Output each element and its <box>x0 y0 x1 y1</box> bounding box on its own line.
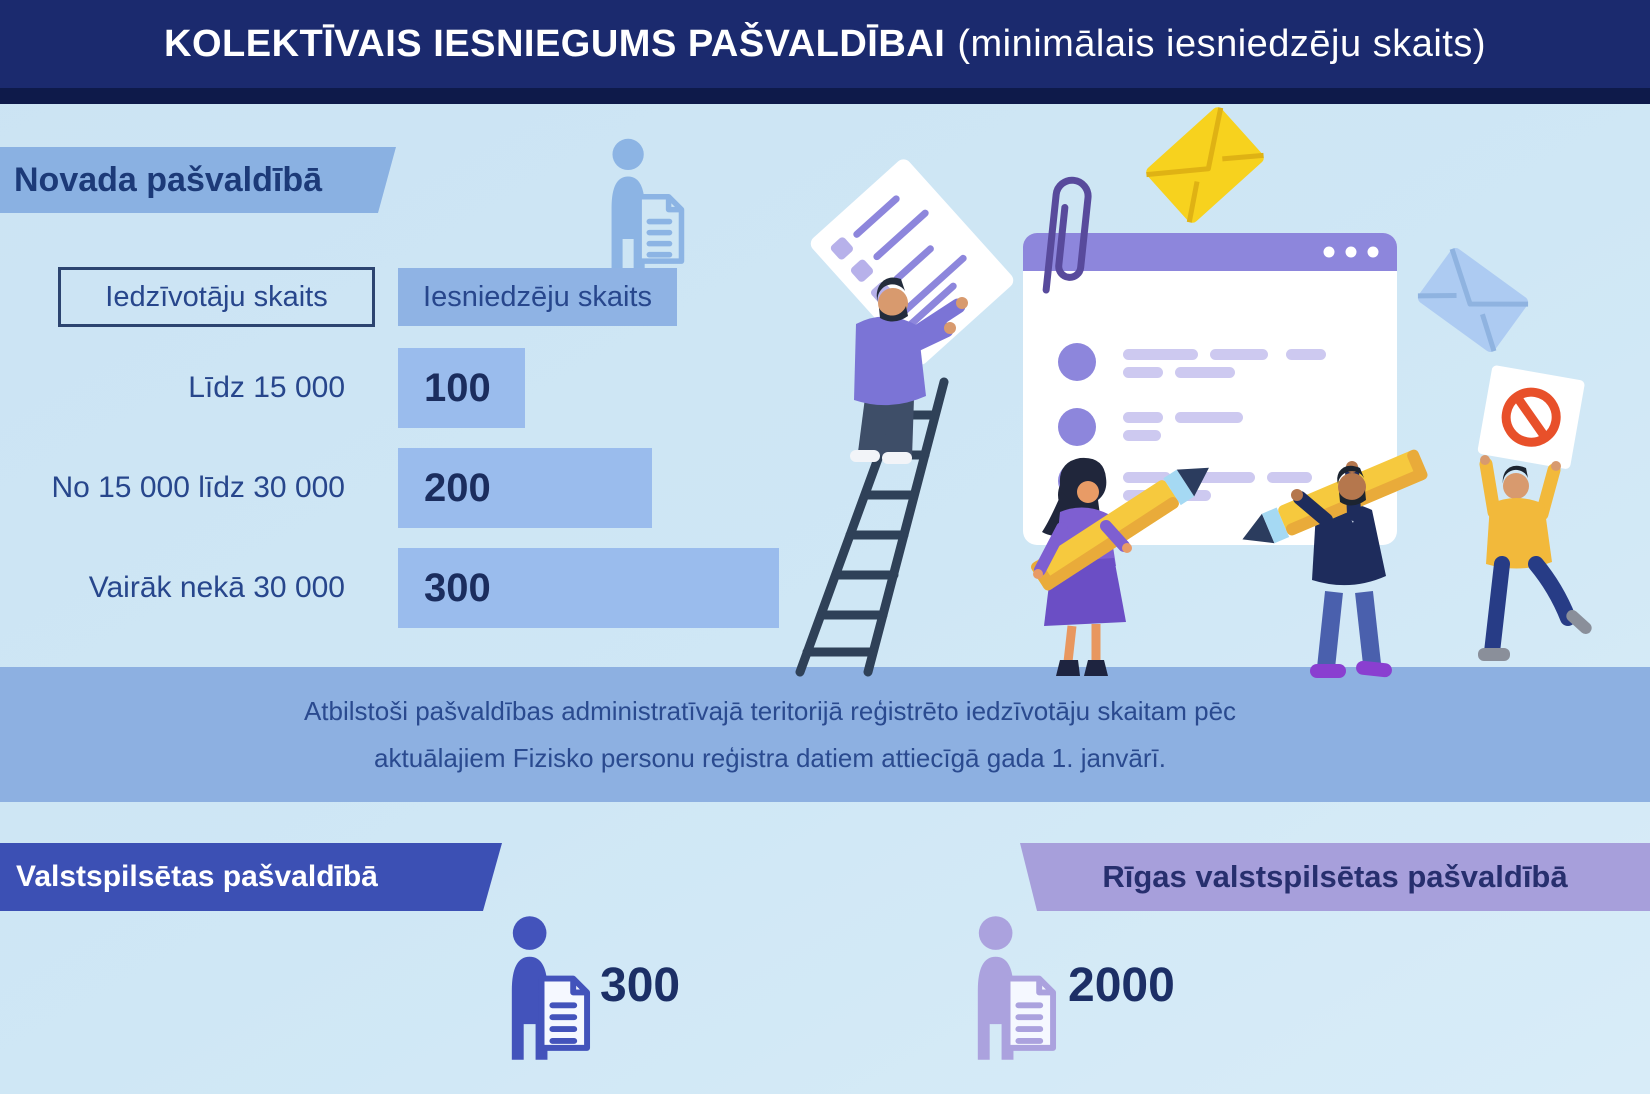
population-label: Līdz 15 000 <box>188 371 345 404</box>
man-on-ladder <box>810 159 1014 464</box>
column-header-population: Iedzīvotāju skaits <box>58 267 375 327</box>
section-banner-valstspilsetas-label: Valstspilsētas pašvaldībā <box>16 860 378 893</box>
note-band: Atbilstoši pašvaldības administratīvajā … <box>0 667 1650 802</box>
valstspilsetas-value: 300 <box>600 959 681 1012</box>
section-banner-riga-label: Rīgas valstspilsētas pašvaldībā <box>1102 859 1568 894</box>
woman-with-pencil <box>1031 457 1209 676</box>
header-shadow <box>0 88 1650 104</box>
page-subtitle: (minimālais iesniedzēju skaits) <box>957 22 1486 65</box>
note-line-1: Atbilstoši pašvaldības administratīvajā … <box>303 695 1237 726</box>
illustration <box>795 107 1592 678</box>
submitters-value: 200 <box>424 465 491 510</box>
envelope-yellow-icon <box>1146 107 1264 223</box>
section-banner-novada: Novada pašvaldībā <box>0 147 396 213</box>
pencil-icon <box>1242 449 1428 544</box>
column-header-submitters-label: Iesniedzēju skaits <box>423 280 652 313</box>
table-row: Līdz 15 000 100 <box>0 348 800 428</box>
submitters-bar: 200 <box>398 448 652 528</box>
page-title: KOLEKTĪVAIS IESNIEGUMS PAŠVALDĪBAI <box>164 22 946 65</box>
browser-window <box>1023 233 1397 545</box>
form-sheet <box>810 159 1014 365</box>
table-row: No 15 000 līdz 30 000 200 <box>0 448 800 528</box>
section-banner-valstspilsetas: Valstspilsētas pašvaldībā <box>0 843 502 911</box>
ladder <box>795 377 949 677</box>
person-with-document-icon <box>494 913 593 1062</box>
prohibition-sign <box>1477 365 1585 469</box>
riga-value: 2000 <box>1068 959 1175 1012</box>
section-banner-novada-label: Novada pašvaldībā <box>14 160 323 199</box>
envelope-blue-icon <box>1417 248 1529 352</box>
person-with-document-icon <box>593 136 689 274</box>
table-row: Vairāk nekā 30 000 300 <box>0 548 800 628</box>
column-header-submitters: Iesniedzēju skaits <box>398 268 677 326</box>
submitters-value: 300 <box>424 565 491 610</box>
section-banner-riga: Rīgas valstspilsētas pašvaldībā <box>1020 843 1650 911</box>
population-label: Vairāk nekā 30 000 <box>88 571 345 604</box>
submitters-bar: 300 <box>398 548 779 628</box>
submitters-value: 100 <box>424 365 491 410</box>
window-dots-icon <box>1323 246 1379 258</box>
submitters-bar: 100 <box>398 348 525 428</box>
paperclip-icon <box>1042 176 1092 294</box>
window-list-content <box>1058 343 1326 501</box>
note-line-2: aktuālajiem Fizisko personu reģistra dat… <box>374 742 1166 773</box>
header-bar: KOLEKTĪVAIS IESNIEGUMS PAŠVALDĪBAI (mini… <box>0 0 1650 88</box>
jumping-man-with-prohibition-sign <box>1477 365 1592 661</box>
population-label: No 15 000 līdz 30 000 <box>51 471 345 504</box>
man-with-pencil <box>1242 449 1428 678</box>
column-header-population-label: Iedzīvotāju skaits <box>105 280 328 313</box>
pencil-icon <box>1031 467 1209 591</box>
person-with-document-icon <box>960 913 1059 1062</box>
